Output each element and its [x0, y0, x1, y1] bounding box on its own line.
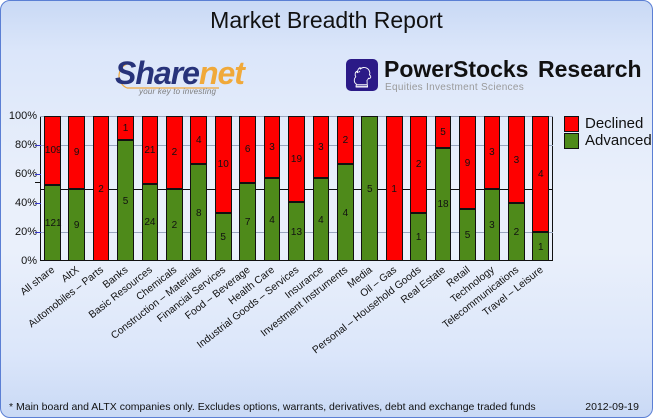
- svg-text:All share: All share: [19, 265, 58, 299]
